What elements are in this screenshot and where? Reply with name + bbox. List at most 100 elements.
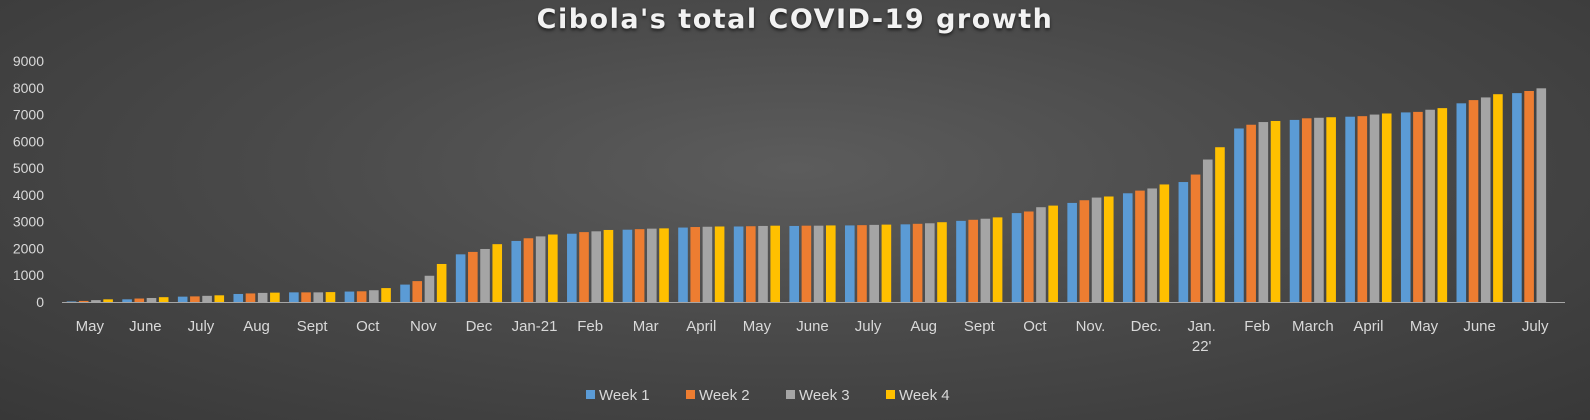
bar bbox=[1369, 114, 1380, 302]
x-tick-label: June bbox=[1463, 318, 1496, 335]
bar bbox=[770, 225, 781, 302]
bar bbox=[214, 295, 225, 302]
bar bbox=[1480, 97, 1491, 302]
bar bbox=[1067, 202, 1077, 302]
x-tick-label: July bbox=[1522, 318, 1549, 335]
x-tick-label: April bbox=[1353, 318, 1383, 335]
bar bbox=[1079, 200, 1090, 302]
bar bbox=[455, 254, 466, 302]
y-tick-label: 2000 bbox=[13, 240, 44, 256]
bar bbox=[1234, 128, 1244, 302]
bar bbox=[579, 232, 589, 302]
y-tick-label: 0 bbox=[36, 294, 44, 310]
x-tick-label: May bbox=[76, 318, 105, 335]
x-tick-label: Mar bbox=[633, 318, 659, 335]
bar bbox=[177, 296, 188, 302]
legend-label: Week 2 bbox=[699, 387, 750, 404]
x-tick-label: June bbox=[796, 318, 829, 335]
bar bbox=[369, 290, 379, 302]
bar bbox=[690, 227, 701, 302]
bar bbox=[1215, 147, 1225, 302]
bar bbox=[381, 288, 391, 302]
bar bbox=[1246, 124, 1256, 302]
bar bbox=[233, 293, 244, 302]
bar bbox=[468, 251, 478, 302]
x-tick-label: March bbox=[1292, 318, 1334, 335]
bar bbox=[91, 300, 101, 302]
bar bbox=[1425, 109, 1435, 303]
x-tick-label: Nov bbox=[410, 318, 437, 335]
bar bbox=[1091, 197, 1102, 302]
bar bbox=[622, 229, 633, 302]
bar bbox=[344, 291, 355, 302]
bar bbox=[844, 225, 855, 302]
bar bbox=[436, 263, 447, 302]
x-tick-label: Aug bbox=[243, 318, 270, 335]
bar bbox=[789, 225, 799, 302]
y-tick-label: 9000 bbox=[13, 53, 44, 69]
bar bbox=[190, 296, 200, 302]
x-tick-label: Feb bbox=[577, 318, 603, 335]
legend-label: Week 3 bbox=[799, 387, 850, 404]
bar bbox=[511, 240, 522, 302]
bar bbox=[400, 284, 410, 302]
bar bbox=[301, 292, 311, 302]
x-tick-label: July bbox=[188, 318, 215, 335]
bar bbox=[1011, 213, 1022, 302]
bar bbox=[1270, 120, 1281, 302]
bar bbox=[733, 226, 744, 302]
bar bbox=[1400, 112, 1411, 302]
chart-title: Cibola's total COVID-19 growth bbox=[536, 4, 1054, 35]
bar bbox=[1258, 122, 1269, 302]
bar bbox=[678, 227, 688, 302]
x-tick-label: Dec bbox=[466, 318, 493, 335]
x-tick-label: May bbox=[1410, 318, 1439, 335]
bar bbox=[313, 292, 324, 302]
bar bbox=[813, 225, 824, 302]
bar bbox=[1289, 119, 1300, 302]
bar bbox=[1036, 207, 1046, 302]
bar bbox=[1413, 111, 1423, 302]
bar bbox=[937, 222, 947, 302]
y-tick-label: 8000 bbox=[13, 80, 44, 96]
bar bbox=[567, 233, 577, 302]
bar bbox=[758, 225, 768, 302]
bar bbox=[245, 293, 256, 302]
bar bbox=[980, 218, 991, 302]
y-tick-label: 5000 bbox=[13, 160, 44, 176]
bar bbox=[869, 224, 879, 302]
bar bbox=[1178, 182, 1189, 302]
bar bbox=[103, 299, 113, 302]
legend-swatch bbox=[686, 390, 695, 399]
bar bbox=[746, 226, 756, 302]
legend-swatch bbox=[886, 390, 895, 399]
bar bbox=[1135, 190, 1145, 302]
bar bbox=[480, 248, 490, 302]
bar bbox=[1493, 94, 1503, 302]
bar bbox=[1536, 88, 1547, 302]
bar bbox=[492, 244, 503, 302]
bar bbox=[603, 229, 614, 302]
y-tick-label: 1000 bbox=[13, 267, 44, 283]
bar bbox=[1381, 113, 1392, 302]
bar bbox=[900, 224, 911, 302]
x-tick-label: Oct bbox=[356, 318, 380, 335]
bar bbox=[992, 217, 1003, 302]
bar bbox=[1314, 117, 1324, 303]
bar bbox=[257, 292, 268, 302]
bar bbox=[1512, 93, 1522, 302]
bar bbox=[146, 297, 157, 302]
bar bbox=[523, 238, 534, 302]
bar bbox=[1122, 193, 1133, 302]
bar bbox=[122, 299, 132, 302]
bar bbox=[924, 223, 935, 302]
x-tick-label: May bbox=[743, 318, 772, 335]
bar bbox=[548, 234, 558, 302]
bar bbox=[356, 291, 367, 302]
bar bbox=[1345, 116, 1355, 302]
x-tick-label: Sept bbox=[964, 318, 996, 335]
y-tick-label: 7000 bbox=[13, 107, 44, 123]
bar bbox=[158, 297, 169, 302]
